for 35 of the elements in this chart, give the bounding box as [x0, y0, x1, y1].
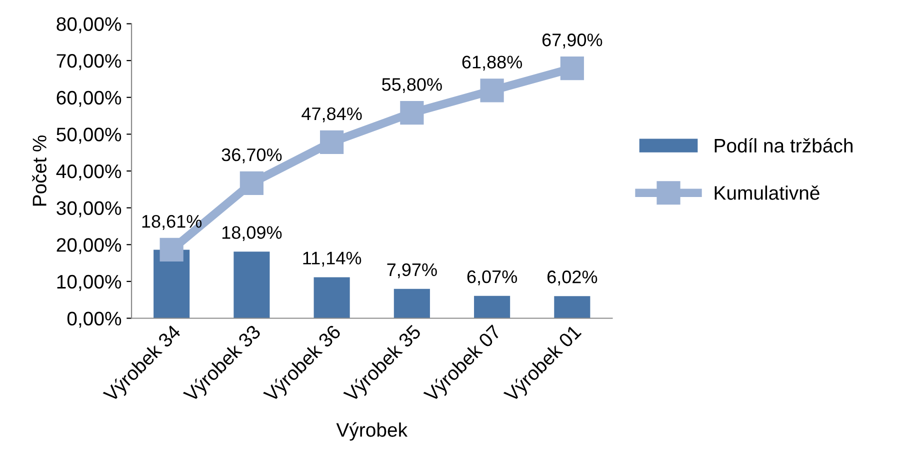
- data-label: 6,02%: [547, 270, 598, 286]
- data-label: 18,61%: [142, 214, 202, 230]
- y-tick-label: 30,00%: [56, 201, 122, 218]
- data-label: 11,14%: [303, 252, 362, 267]
- legend-label: Kumulativně: [714, 186, 820, 200]
- y-tick-label: 70,00%: [56, 54, 122, 70]
- y-axis-title: Počet %: [32, 135, 46, 206]
- data-label: 47,84%: [302, 107, 362, 122]
- point: [240, 171, 264, 195]
- point: [400, 101, 424, 125]
- point: [480, 78, 504, 102]
- y-tick-label: 50,00%: [56, 128, 122, 144]
- point: [560, 56, 584, 80]
- point: [320, 130, 344, 154]
- bar: [474, 296, 510, 318]
- data-label: 67,90%: [542, 34, 602, 48]
- bar: [554, 296, 590, 318]
- data-label: 36,70%: [222, 148, 282, 164]
- bar: [394, 288, 430, 318]
- bar: [314, 277, 350, 318]
- y-tick-label: 20,00%: [56, 238, 122, 254]
- y-tick-label: 80,00%: [56, 17, 122, 34]
- y-tick-label: 0,00%: [67, 312, 122, 328]
- y-tick-label: 10,00%: [57, 274, 122, 291]
- x-axis-title: Výrobek: [336, 422, 408, 441]
- data-label: 55,80%: [382, 78, 442, 93]
- y-tick-label: 60,00%: [56, 90, 122, 107]
- data-label: 7,97%: [387, 263, 437, 278]
- y-tick-label: 40,00%: [56, 164, 122, 181]
- point: [160, 238, 184, 262]
- data-label: 61,88%: [462, 56, 522, 71]
- data-label: 18,09%: [222, 226, 282, 242]
- legend-label: Podíl na tržbách: [714, 138, 852, 153]
- bar: [234, 252, 270, 318]
- data-label: 6,07%: [467, 270, 518, 286]
